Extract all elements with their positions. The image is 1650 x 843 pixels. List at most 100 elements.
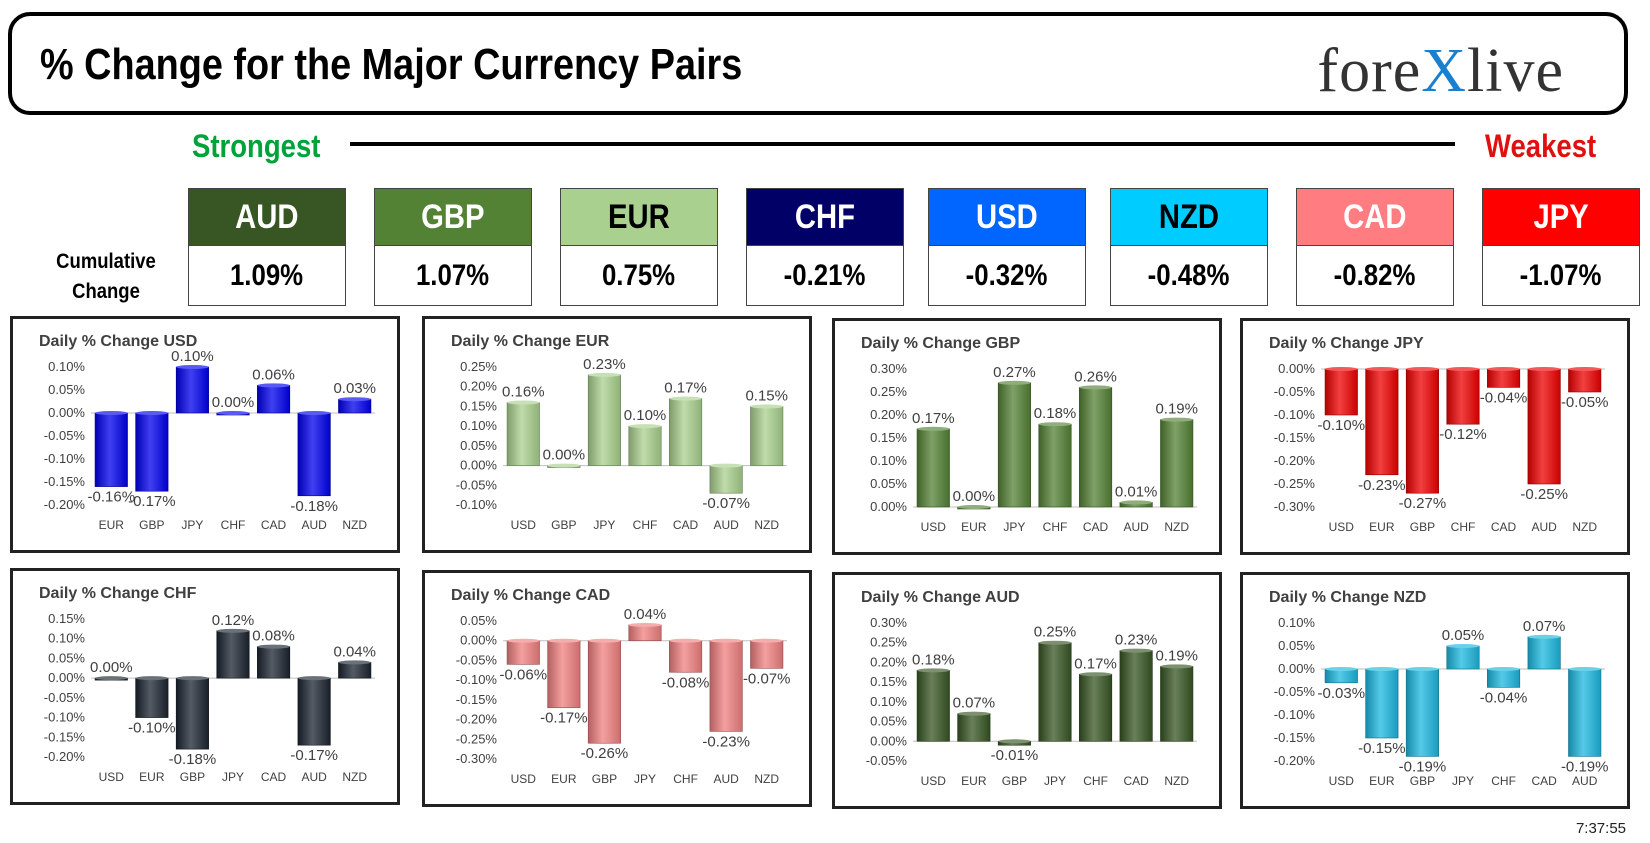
bar-aud <box>1568 668 1602 757</box>
data-label: -0.10% <box>1318 417 1366 434</box>
y-tick-label: -0.05% <box>44 428 86 443</box>
bar-jpy <box>175 366 209 414</box>
y-tick-label: 0.05% <box>1278 638 1315 653</box>
y-tick-label: 0.15% <box>870 674 907 689</box>
x-tick-label: NZD <box>754 518 779 532</box>
y-tick-label: 0.00% <box>1278 361 1315 376</box>
data-label: -0.26% <box>581 745 629 762</box>
data-label: 0.05% <box>1442 627 1485 644</box>
data-label: 0.17% <box>912 410 955 427</box>
data-label: -0.17% <box>128 493 176 510</box>
data-label: -0.27% <box>1399 495 1447 512</box>
bar-cap <box>588 372 621 377</box>
x-tick-label: AUD <box>713 772 739 786</box>
bar-eur <box>1365 668 1399 739</box>
y-tick-label: -0.20% <box>1274 753 1316 768</box>
bar-jpy <box>587 374 621 466</box>
x-tick-label: GBP <box>592 772 617 786</box>
x-tick-label: NZD <box>342 518 367 532</box>
data-label: -0.06% <box>500 666 548 683</box>
bar-cap <box>1487 667 1520 671</box>
y-tick-label: 0.00% <box>460 458 497 473</box>
x-tick-label: CAD <box>1491 520 1517 534</box>
bar-cap <box>135 676 169 681</box>
x-tick-label: GBP <box>1410 520 1435 534</box>
data-label: -0.15% <box>1358 740 1406 757</box>
bar-cap <box>1160 664 1193 669</box>
strength-scale-line <box>350 142 1455 146</box>
y-tick-label: -0.15% <box>456 692 498 707</box>
bar-cap <box>297 411 331 415</box>
cumulative-label-line2: Change <box>72 280 140 303</box>
chart-panel-eur: Daily % Change EUR 0.25% 0.20% 0.15% 0.10% 0.… <box>422 316 812 553</box>
currency-card-gbp: GBP 1.07% <box>374 188 532 306</box>
y-tick-label: 0.25% <box>870 635 907 650</box>
data-label: -0.07% <box>743 670 791 687</box>
x-tick-label: GBP <box>139 518 164 532</box>
cumulative-change-text: -0.82% <box>1334 258 1416 292</box>
bar-aud <box>1527 368 1561 485</box>
y-tick-label: -0.15% <box>44 474 86 489</box>
bar-usd <box>916 670 950 742</box>
bar-chart: 0.10%0.05%0.00%-0.05%-0.10%-0.15%-0.20%-… <box>44 348 376 532</box>
data-label: 0.03% <box>333 380 376 397</box>
x-tick-label: CHF <box>1083 774 1108 788</box>
x-tick-label: JPY <box>593 518 615 532</box>
bar-cap <box>1119 500 1153 505</box>
bar-usd <box>916 428 950 508</box>
bar-cap <box>1527 367 1561 371</box>
bar-gbp <box>1405 668 1439 757</box>
data-label: 0.00% <box>90 659 133 676</box>
y-tick-label: 0.20% <box>460 379 497 394</box>
cumulative-change-text: -0.21% <box>784 258 866 292</box>
bar-gbp <box>175 677 209 750</box>
bar-cap <box>1160 417 1193 422</box>
cumulative-change-value: -0.82% <box>1296 246 1454 306</box>
bar-aud <box>297 412 331 497</box>
bar-cap <box>750 404 783 409</box>
bar-nzd <box>338 662 372 679</box>
data-label: 0.10% <box>624 407 667 424</box>
y-tick-label: -0.25% <box>1274 476 1316 491</box>
x-tick-label: CHF <box>633 518 658 532</box>
data-label: 0.16% <box>502 383 545 400</box>
bar-gbp <box>587 640 621 744</box>
chart-title: Daily % Change CHF <box>39 585 197 602</box>
cumulative-change-text: 1.09% <box>230 258 304 292</box>
data-label: -0.10% <box>128 720 176 737</box>
y-tick-label: -0.20% <box>1274 453 1316 468</box>
currency-card-jpy: JPY -1.07% <box>1482 188 1640 306</box>
x-tick-label: AUD <box>301 518 327 532</box>
bar-cap <box>1487 367 1520 371</box>
currency-name: AUD <box>188 188 346 246</box>
chart-panel-jpy: Daily % Change JPY 0.00% -0.05% -0.10% -0.15… <box>1240 318 1630 555</box>
bar-cad <box>257 646 291 679</box>
bar-cap <box>957 711 991 716</box>
x-tick-label: JPY <box>1003 520 1025 534</box>
y-tick-label: -0.10% <box>1274 707 1316 722</box>
data-label: 0.17% <box>664 380 707 397</box>
bar-aud <box>709 465 743 494</box>
bar-chart: 0.30% 0.25% 0.20% 0.15% 0.10% 0.05% 0.00% 0.17%… <box>870 361 1198 534</box>
data-label: -0.12% <box>1439 426 1487 443</box>
bar-cap <box>547 463 581 468</box>
x-tick-label: AUD <box>713 518 739 532</box>
bar-cad <box>669 398 703 466</box>
x-tick-label: USD <box>511 772 537 786</box>
currency-name: GBP <box>374 188 532 246</box>
chart-title: Daily % Change USD <box>39 333 198 350</box>
y-tick-label: -0.30% <box>1274 499 1316 514</box>
data-label: 0.19% <box>1155 401 1198 418</box>
data-label: 0.07% <box>953 695 996 712</box>
y-tick-label: 0.30% <box>870 615 907 630</box>
x-tick-label: CAD <box>261 770 287 784</box>
y-tick-label: 0.15% <box>460 398 497 413</box>
x-tick-label: EUR <box>1369 774 1395 788</box>
x-tick-label: USD <box>511 518 537 532</box>
x-tick-label: CAD <box>673 518 699 532</box>
y-tick-label: 0.00% <box>1278 661 1315 676</box>
chart-title: Daily % Change JPY <box>1269 335 1424 352</box>
y-tick-label: -0.10% <box>456 497 498 512</box>
chart-panel-gbp: Daily % Change GBP 0.30% 0.25% 0.20% 0.15% 0.… <box>832 318 1222 555</box>
bar-cap <box>507 400 540 405</box>
